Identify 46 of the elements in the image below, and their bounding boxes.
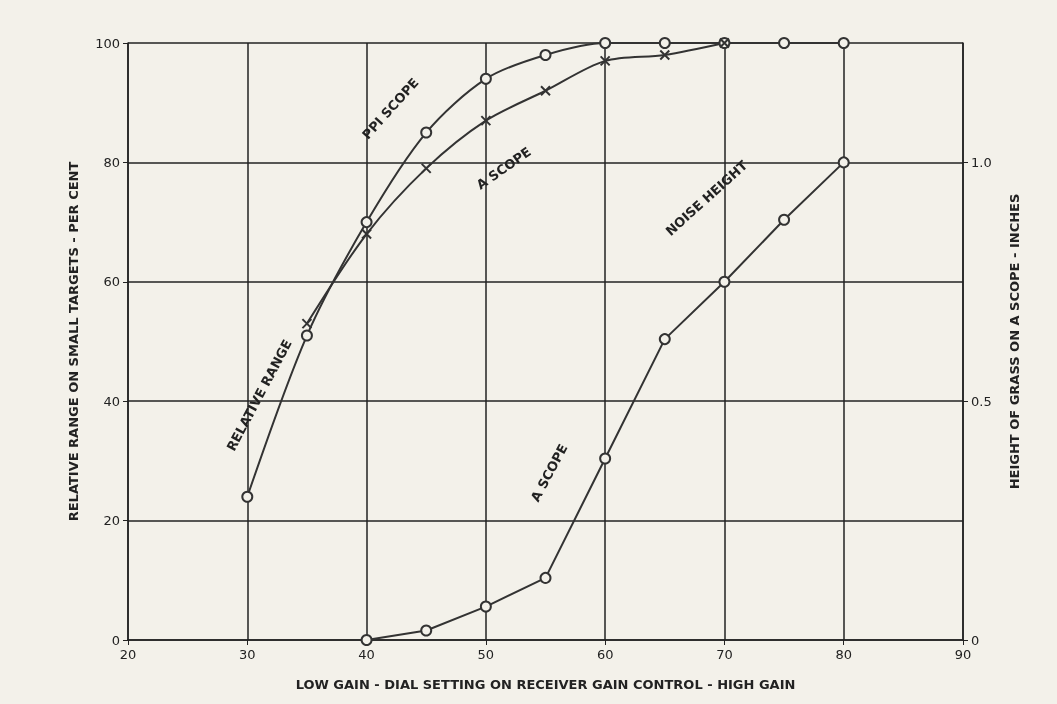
point	[420, 162, 432, 174]
x-tick-label: 30	[239, 647, 256, 662]
point	[658, 333, 671, 346]
point	[301, 318, 313, 330]
y2-axis-title: HEIGHT OF GRASS ON A SCOPE - INCHES	[1007, 193, 1022, 490]
y-tick-label: 100	[95, 35, 120, 51]
y-tick-label: 0	[111, 632, 120, 648]
point	[361, 228, 373, 240]
point	[718, 275, 731, 288]
x-axis-title: LOW GAIN - DIAL SETTING ON RECEIVER GAIN CONTROL - HIGH GAIN	[295, 677, 796, 692]
y2-tick-label: 1.0	[971, 154, 992, 170]
x-tick-label: 60	[596, 647, 614, 662]
point	[837, 37, 850, 49]
point	[480, 115, 492, 127]
point	[479, 600, 492, 613]
point	[599, 452, 612, 465]
point	[778, 213, 791, 226]
y-tick-label: 40	[103, 393, 120, 409]
y2-tick-label: 0	[971, 632, 980, 648]
x-tick-label: 90	[954, 647, 972, 662]
y-tick-label: 80	[103, 154, 120, 170]
point	[360, 634, 373, 646]
point	[241, 490, 254, 503]
y-tick-label: 20	[103, 513, 120, 529]
point	[659, 49, 671, 61]
x-tick-label: 70	[716, 647, 733, 662]
point	[360, 216, 373, 229]
x-tick-label: 20	[119, 647, 137, 662]
point	[300, 329, 313, 342]
point	[539, 571, 552, 584]
y-axis-title: RELATIVE RANGE ON SMALL TARGETS - PER CENT	[66, 161, 81, 522]
point	[479, 72, 492, 85]
point	[778, 37, 791, 49]
point	[658, 37, 671, 49]
point	[539, 48, 552, 61]
x-tick-label: 50	[477, 647, 495, 662]
point	[420, 624, 433, 637]
point	[420, 126, 433, 139]
point	[540, 85, 551, 97]
x-tick-label: 40	[358, 647, 375, 662]
y-tick-label: 60	[103, 274, 120, 290]
point	[599, 55, 611, 67]
x-tick-label: 80	[835, 647, 852, 662]
point	[837, 156, 850, 169]
point	[599, 37, 612, 49]
y2-tick-label: 0.5	[971, 393, 992, 409]
